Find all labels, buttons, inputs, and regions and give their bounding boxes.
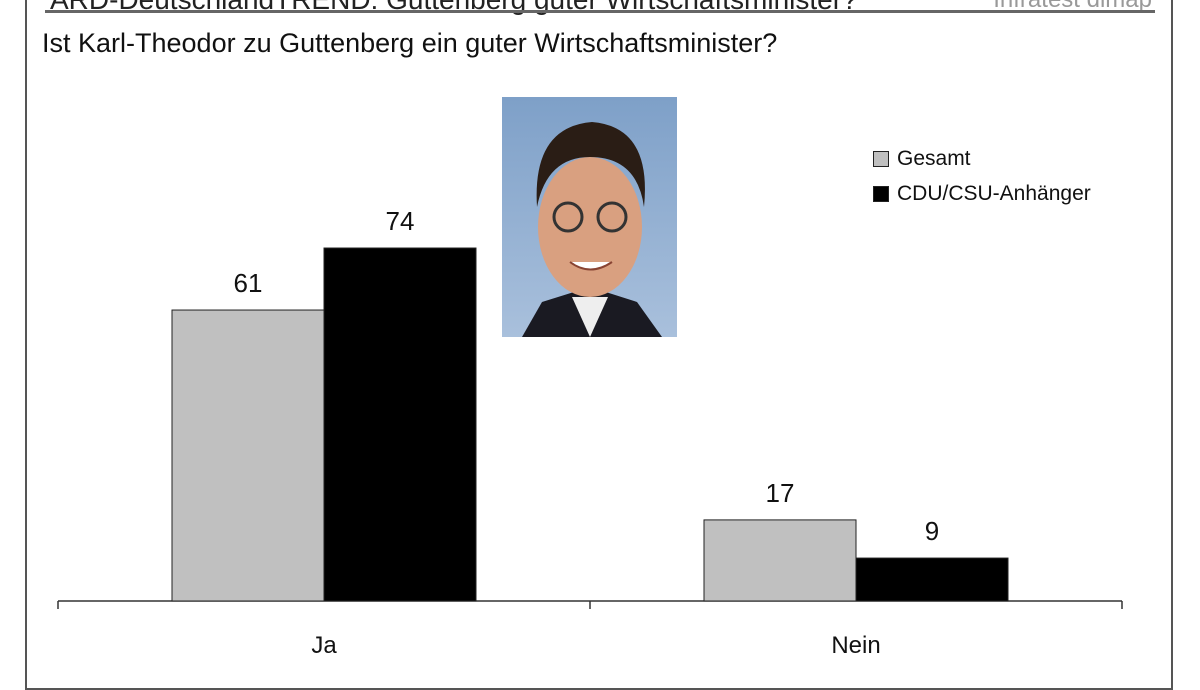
x-tick-label: Nein: [831, 632, 880, 659]
legend-item-gesamt: Gesamt: [873, 147, 971, 171]
data-label: 17: [766, 478, 795, 508]
bar-chart: Ja 61 74 Nein 17 9: [57, 206, 1123, 659]
chart-title: Ist Karl-Theodor zu Guttenberg ein guter…: [42, 28, 778, 58]
bar: [855, 557, 1009, 602]
portrait-photo: [502, 97, 677, 337]
legend-item-cdu-csu: CDU/CSU-Anhänger: [873, 182, 1091, 206]
source-label: Infratest dimap: [993, 0, 1152, 14]
data-label: 74: [386, 206, 415, 236]
data-label: 9: [925, 516, 939, 546]
bar: [323, 247, 477, 602]
bar: [171, 309, 325, 602]
header-rule: [45, 10, 1155, 13]
bar: [703, 519, 857, 602]
x-tick-label: Ja: [311, 632, 337, 659]
data-label: 61: [234, 268, 263, 298]
